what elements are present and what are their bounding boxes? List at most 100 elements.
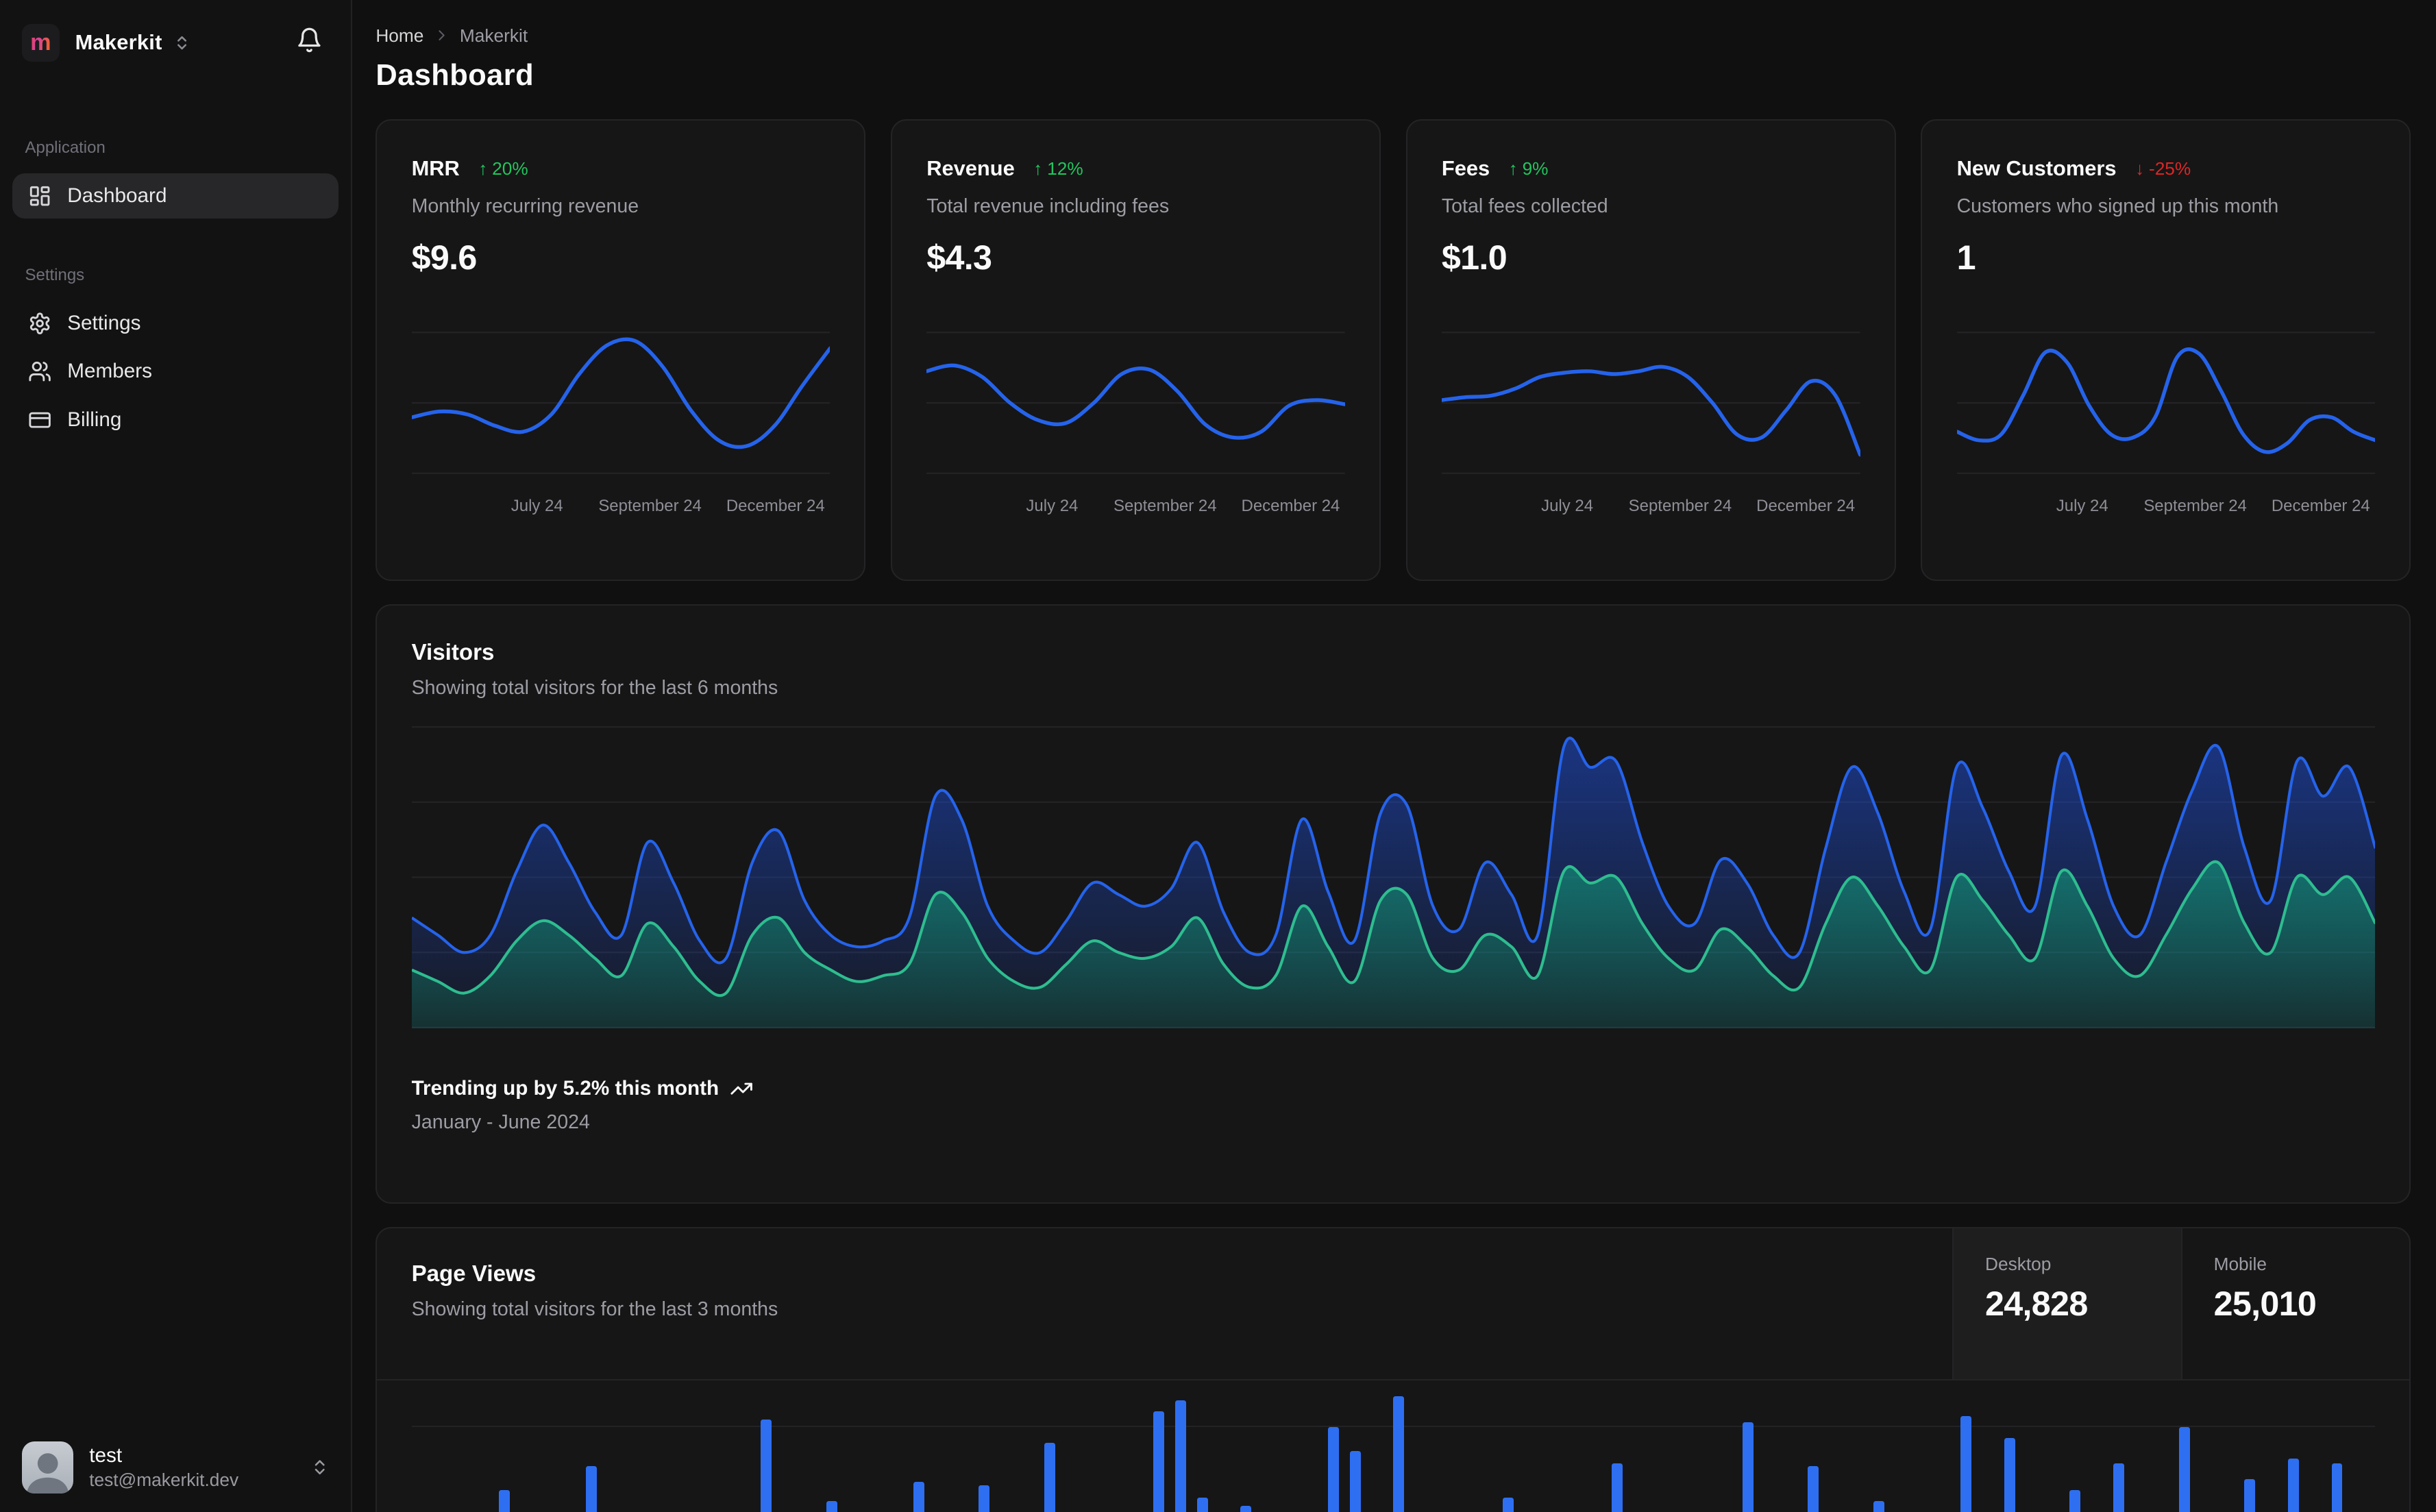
sidebar-item-settings[interactable]: Settings <box>12 301 339 346</box>
toggle-desktop-label: Desktop <box>1985 1253 2052 1274</box>
sparkline-chart-new-customers: July 24 September 24 December 24 <box>1956 320 2376 519</box>
chevron-right-icon <box>433 27 450 44</box>
visitors-trend-text: Trending up by 5.2% this month <box>411 1076 719 1100</box>
sidebar-item-label: Dashboard <box>67 184 167 208</box>
trend-value: -25% <box>2148 158 2191 179</box>
sidebar-item-label: Settings <box>67 311 141 334</box>
bar <box>1240 1505 1252 1512</box>
x-tick: July 24 <box>1541 497 1594 516</box>
stat-card-title: Fees <box>1441 156 1490 181</box>
sidebar-item-members[interactable]: Members <box>12 349 339 394</box>
bar <box>1196 1498 1208 1512</box>
x-tick: December 24 <box>1241 497 1340 516</box>
sidebar-item-label: Billing <box>67 408 122 432</box>
visitors-subtitle: Showing total visitors for the last 6 mo… <box>411 677 778 699</box>
trend-badge: ↑ 12% <box>1033 158 1083 179</box>
bar <box>1393 1396 1405 1512</box>
stat-card-value: $4.3 <box>926 238 992 277</box>
stat-card-description: Total revenue including fees <box>926 195 1170 217</box>
sidebar: m Makerkit Application Dashboard <box>0 0 353 1512</box>
stat-card-mrr: MRR ↑ 20% Monthly recurring revenue $9.6 … <box>376 119 866 581</box>
stat-card-value: $9.6 <box>411 238 478 277</box>
sparkline-x-axis: July 24 September 24 December 24 <box>412 497 831 519</box>
stat-cards-row: MRR ↑ 20% Monthly recurring revenue $9.6 … <box>376 119 2411 581</box>
sidebar-item-billing[interactable]: Billing <box>12 397 339 443</box>
main-content: Home Makerkit Dashboard MRR ↑ 20% Monthly… <box>352 0 2436 1512</box>
arrow-down-icon: ↓ <box>2134 158 2145 179</box>
sparkline-x-axis: July 24 September 24 December 24 <box>1957 497 2376 519</box>
arrow-up-icon: ↑ <box>478 158 488 179</box>
breadcrumb: Home Makerkit <box>376 25 2411 47</box>
bar <box>826 1500 837 1512</box>
chevrons-up-down-icon <box>310 1458 329 1476</box>
stat-card-description: Total fees collected <box>1441 195 1608 217</box>
sidebar-item-dashboard[interactable]: Dashboard <box>12 173 339 219</box>
user-email: test@makerkit.dev <box>89 1470 239 1491</box>
bar <box>1502 1498 1514 1512</box>
breadcrumb-current: Makerkit <box>459 25 528 46</box>
user-meta: test test@makerkit.dev <box>89 1443 238 1491</box>
sparkline-chart-revenue: July 24 September 24 December 24 <box>926 320 1345 519</box>
bar <box>2069 1489 2081 1512</box>
user-name: test <box>89 1444 123 1467</box>
stat-card-description: Monthly recurring revenue <box>411 195 639 217</box>
bar <box>979 1485 990 1512</box>
toggle-mobile-value: 25,010 <box>2213 1285 2317 1324</box>
makerkit-logo: m <box>21 23 60 62</box>
x-tick: December 24 <box>1756 497 1856 516</box>
bar <box>761 1419 772 1512</box>
x-tick: December 24 <box>726 497 825 516</box>
trend-value: 12% <box>1047 158 1083 179</box>
bar <box>1808 1466 1819 1512</box>
bar <box>1742 1422 1754 1512</box>
x-tick: September 24 <box>598 497 702 516</box>
x-tick: July 24 <box>1026 497 1079 516</box>
visitors-title: Visitors <box>411 640 495 666</box>
arrow-up-icon: ↑ <box>1508 158 1518 179</box>
toggle-desktop-value: 24,828 <box>1985 1285 2088 1324</box>
bar <box>1611 1463 1623 1512</box>
stat-card-value: $1.0 <box>1441 238 1508 277</box>
sparkline-x-axis: July 24 September 24 December 24 <box>926 497 1345 519</box>
stat-card-description: Customers who signed up this month <box>1956 195 2279 217</box>
settings-icon <box>28 312 51 335</box>
page-views-card: Page Views Showing total visitors for th… <box>376 1227 2411 1512</box>
trend-value: 20% <box>492 158 528 179</box>
sparkline-x-axis: July 24 September 24 December 24 <box>1442 497 1860 519</box>
chevrons-up-down-icon <box>173 34 190 51</box>
x-tick: September 24 <box>1628 497 1732 516</box>
page-views-subtitle: Showing total visitors for the last 3 mo… <box>411 1298 778 1321</box>
sparkline-chart-mrr: July 24 September 24 December 24 <box>411 320 831 519</box>
toggle-desktop[interactable]: Desktop 24,828 <box>1952 1228 2181 1379</box>
page-views-title: Page Views <box>411 1261 537 1287</box>
bar <box>1349 1450 1361 1512</box>
trending-up-icon <box>730 1077 753 1100</box>
x-tick: July 24 <box>510 497 563 516</box>
x-tick: September 24 <box>1113 497 1217 516</box>
arrow-up-icon: ↑ <box>1033 158 1043 179</box>
workspace-selector[interactable]: Makerkit <box>72 27 193 58</box>
bar <box>2287 1459 2299 1512</box>
stat-card-revenue: Revenue ↑ 12% Total revenue including fee… <box>890 119 1381 581</box>
visitors-area-chart <box>411 726 2376 1028</box>
person-icon <box>27 1453 69 1494</box>
brand-name: Makerkit <box>75 30 162 55</box>
page-views-bar-chart <box>411 1388 2376 1512</box>
bar <box>1044 1443 1055 1512</box>
user-menu[interactable]: test test@makerkit.dev <box>0 1423 351 1512</box>
trend-badge: ↓ -25% <box>2135 158 2191 179</box>
trend-badge: ↑ 9% <box>1509 158 1549 179</box>
breadcrumb-home[interactable]: Home <box>376 25 424 46</box>
stat-card-title: New Customers <box>1956 156 2117 181</box>
members-icon <box>28 360 51 383</box>
sidebar-item-label: Members <box>67 360 152 383</box>
bar <box>1873 1500 1884 1512</box>
toggle-mobile[interactable]: Mobile 25,010 <box>2180 1228 2410 1379</box>
trend-badge: ↑ 20% <box>478 158 528 179</box>
stat-card-title: MRR <box>411 156 460 181</box>
bar <box>2004 1438 2015 1512</box>
trend-value: 9% <box>1522 158 1549 179</box>
x-tick: July 24 <box>2056 497 2108 516</box>
notifications-button[interactable] <box>290 21 329 65</box>
page-title: Dashboard <box>376 58 534 92</box>
